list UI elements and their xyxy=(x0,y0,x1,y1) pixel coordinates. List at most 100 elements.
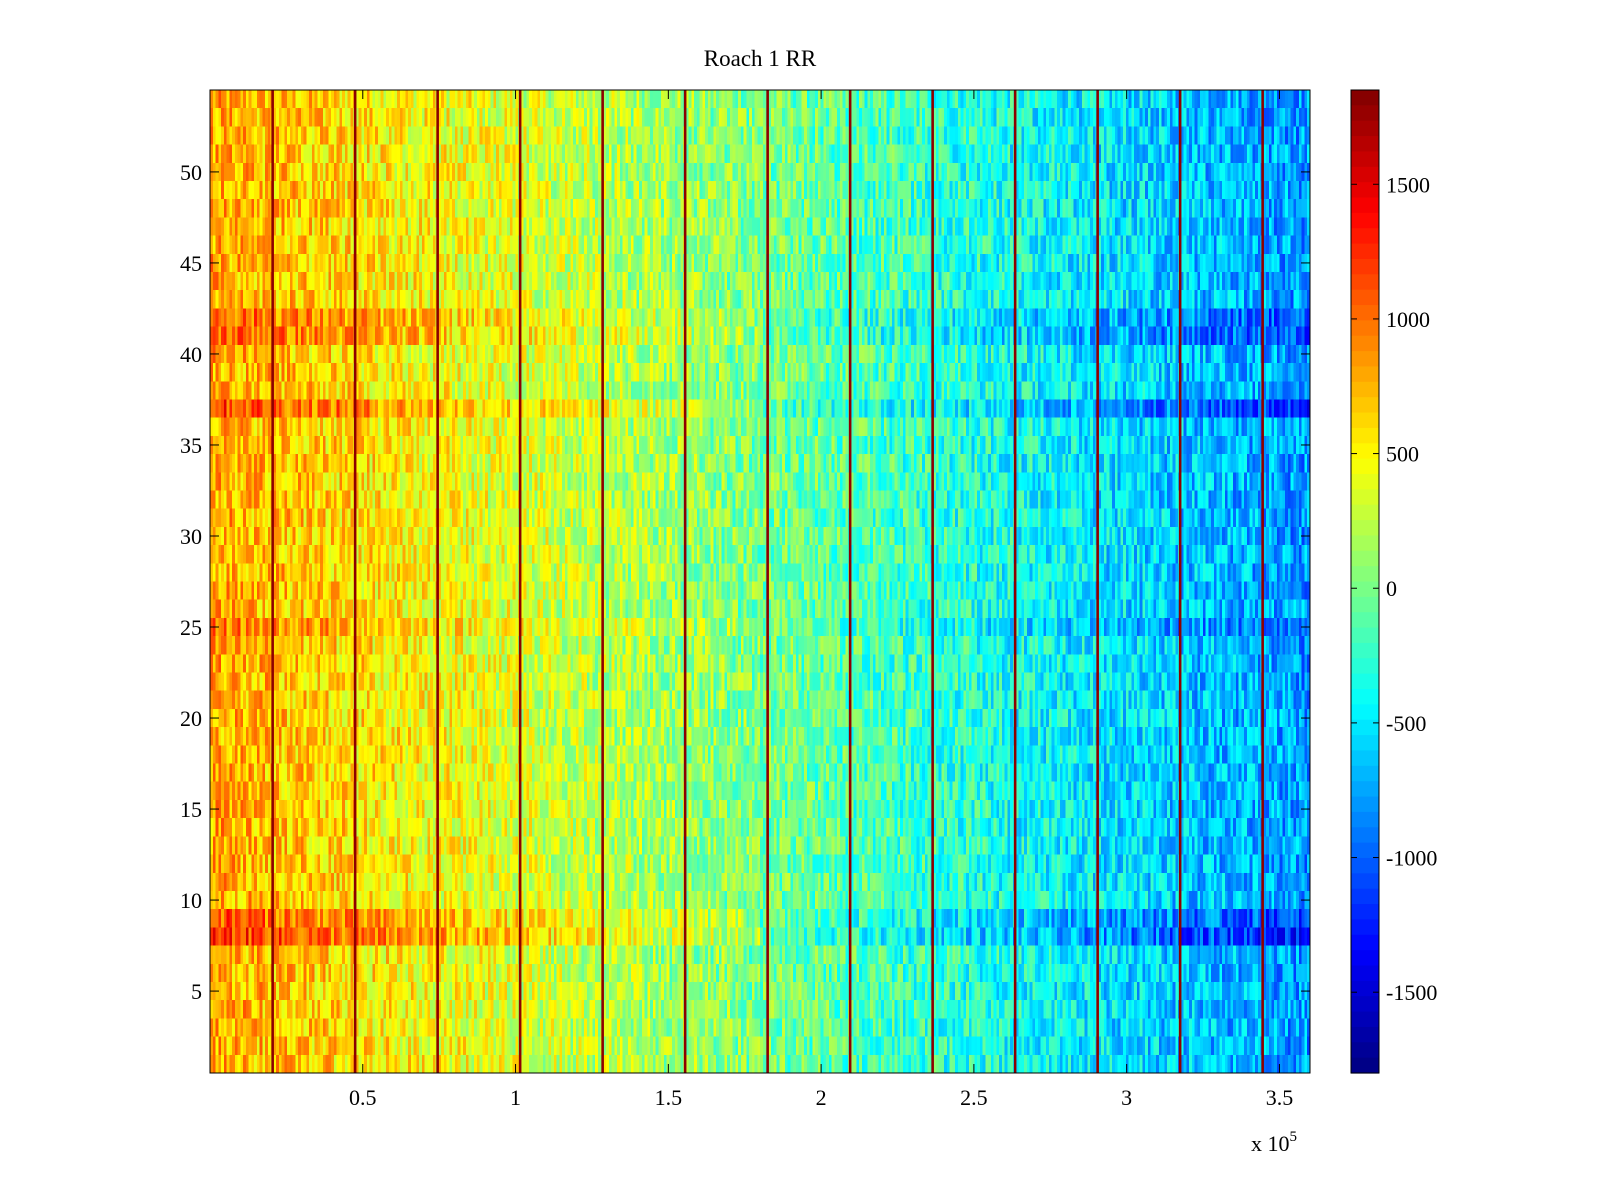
vertical-stripe xyxy=(931,90,934,1073)
colorbar-step xyxy=(1351,90,1379,106)
colorbar-step xyxy=(1351,627,1379,644)
y-tick-label: 30 xyxy=(180,524,202,549)
heatmap-image xyxy=(210,90,1310,1073)
colorbar-step xyxy=(1351,689,1379,705)
colorbar-step xyxy=(1351,381,1379,398)
colorbar-step xyxy=(1351,919,1379,936)
colorbar-step xyxy=(1351,120,1379,137)
x-axis-exponent: x 105 xyxy=(1251,1129,1297,1156)
colorbar-step xyxy=(1351,965,1379,982)
colorbar-step xyxy=(1351,289,1379,306)
colorbar-step xyxy=(1351,612,1379,629)
vertical-stripe xyxy=(271,90,274,1073)
x-tick-label: 1.5 xyxy=(655,1085,683,1110)
colorbar-tick-label: 1500 xyxy=(1386,172,1430,197)
vertical-stripe xyxy=(683,90,687,1073)
vertical-stripe xyxy=(1178,90,1182,1073)
vertical-stripe xyxy=(766,90,769,1073)
colorbar-step xyxy=(1351,397,1379,414)
colorbar-step xyxy=(1351,904,1379,921)
colorbar-tick-label: -1000 xyxy=(1386,846,1437,871)
colorbar-frame xyxy=(1350,89,1380,1074)
colorbar-step xyxy=(1351,366,1379,383)
colorbar-step xyxy=(1351,719,1379,736)
colorbar-step xyxy=(1351,934,1379,951)
colorbar-tick-label: -1500 xyxy=(1386,980,1437,1005)
vertical-stripe xyxy=(518,90,522,1073)
colorbar-step xyxy=(1351,704,1379,721)
vertical-stripe xyxy=(1096,90,1099,1073)
y-axis: 5 10 15 20 25 30 35 40 45 50 xyxy=(180,160,1310,1004)
y-tick-label: 10 xyxy=(180,888,202,913)
x-axis-exponent-base: x 10 xyxy=(1251,1131,1290,1156)
colorbar-step xyxy=(1351,842,1379,859)
colorbar-step xyxy=(1351,427,1379,444)
colorbar-step xyxy=(1351,489,1379,506)
colorbar-step xyxy=(1351,458,1379,475)
colorbar-tick-label: 500 xyxy=(1386,442,1419,467)
colorbar-step xyxy=(1351,305,1379,321)
y-tick-label: 25 xyxy=(180,615,202,640)
x-tick-label: 1 xyxy=(510,1085,521,1110)
colorbar-step xyxy=(1351,642,1379,659)
colorbar-step xyxy=(1351,673,1379,690)
colorbar-step xyxy=(1351,980,1379,997)
colorbar-step xyxy=(1351,581,1379,598)
colorbar-ticks: 1500 1000 500 0 -500 -1000 -1500 xyxy=(1351,172,1437,1005)
colorbar-step xyxy=(1351,151,1379,168)
colorbar-step xyxy=(1351,596,1379,613)
y-tick-label: 50 xyxy=(180,160,202,185)
colorbar-step xyxy=(1351,182,1379,199)
y-tick-label: 20 xyxy=(180,706,202,731)
colorbar-gradient xyxy=(1351,90,1379,1074)
x-tick-label: 3.5 xyxy=(1266,1085,1294,1110)
colorbar-step xyxy=(1351,274,1379,291)
colorbar-step xyxy=(1351,535,1379,552)
colorbar-step xyxy=(1351,996,1379,1013)
y-tick-label: 35 xyxy=(180,433,202,458)
colorbar-step xyxy=(1351,566,1379,583)
colorbar-step xyxy=(1351,873,1379,890)
colorbar-step xyxy=(1351,136,1379,153)
colorbar-step xyxy=(1351,504,1379,521)
vertical-stripe xyxy=(601,90,604,1073)
colorbar-step xyxy=(1351,857,1379,874)
y-tick-label: 15 xyxy=(180,797,202,822)
colorbar-step xyxy=(1351,520,1379,537)
colorbar-step xyxy=(1351,750,1379,767)
colorbar: 1500 1000 500 0 -500 -1000 -1500 xyxy=(1350,89,1437,1074)
colorbar-step xyxy=(1351,197,1379,214)
colorbar-step xyxy=(1351,443,1379,460)
colorbar-step xyxy=(1351,781,1379,798)
colorbar-tick-label: 0 xyxy=(1386,576,1397,601)
colorbar-step xyxy=(1351,765,1379,782)
vertical-stripe xyxy=(1013,90,1017,1073)
y-tick-label: 5 xyxy=(191,979,202,1004)
plot-frame xyxy=(209,89,1311,1074)
colorbar-step xyxy=(1351,1026,1379,1043)
heatmap-layer xyxy=(210,90,1310,1073)
colorbar-step xyxy=(1351,658,1379,675)
colorbar-step xyxy=(1351,166,1379,183)
chart-title: Roach 1 RR xyxy=(704,46,817,71)
colorbar-step xyxy=(1351,950,1379,967)
x-axis: 0.5 1 1.5 2 2.5 3 3.5 xyxy=(349,90,1293,1110)
colorbar-step xyxy=(1351,258,1379,275)
colorbar-step xyxy=(1351,212,1379,229)
colorbar-step xyxy=(1351,320,1379,337)
x-tick-label: 0.5 xyxy=(349,1085,377,1110)
colorbar-tick-label: -500 xyxy=(1386,711,1426,736)
vertical-stripe xyxy=(353,90,357,1073)
colorbar-step xyxy=(1351,412,1379,429)
colorbar-step xyxy=(1351,473,1379,490)
vertical-stripe xyxy=(1261,90,1264,1073)
colorbar-step xyxy=(1351,228,1379,245)
colorbar-step xyxy=(1351,827,1379,844)
colorbar-step xyxy=(1351,811,1379,828)
colorbar-tick-label: 1000 xyxy=(1386,307,1430,332)
y-tick-label: 40 xyxy=(180,342,202,367)
colorbar-step xyxy=(1351,1042,1379,1059)
x-axis-exponent-power: 5 xyxy=(1290,1129,1298,1145)
